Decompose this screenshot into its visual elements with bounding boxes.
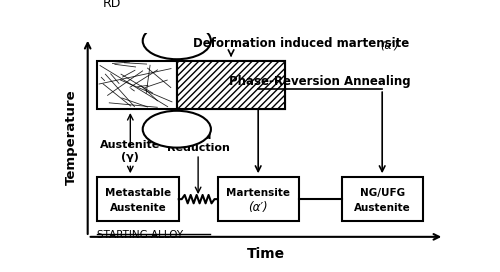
Text: Temperature: Temperature	[64, 89, 78, 185]
Text: Deformation induced martensite: Deformation induced martensite	[192, 38, 409, 50]
Bar	[98, 177, 179, 221]
Text: Metastable: Metastable	[105, 188, 171, 197]
Text: STARTING ALLOY: STARTING ALLOY	[98, 230, 184, 240]
Circle shape	[142, 22, 211, 59]
Text: Austenite: Austenite	[110, 203, 166, 213]
Bar	[177, 61, 286, 109]
Text: (α′): (α′)	[248, 202, 268, 214]
Text: Time: Time	[247, 247, 285, 261]
Text: Reduction: Reduction	[166, 143, 230, 153]
Text: Austenite: Austenite	[100, 140, 160, 150]
Text: RD: RD	[103, 0, 122, 10]
Text: Phase-Reversion Annealing: Phase-Reversion Annealing	[230, 75, 411, 88]
Text: (γ): (γ)	[122, 153, 139, 162]
Bar	[177, 61, 286, 109]
Bar	[218, 177, 299, 221]
Text: Martensite: Martensite	[226, 188, 290, 197]
Text: (α′): (α′)	[380, 41, 399, 51]
Bar	[98, 61, 286, 109]
Text: Austenite: Austenite	[354, 203, 410, 213]
Text: Cold: Cold	[184, 131, 212, 141]
Text: NG/UFG: NG/UFG	[360, 188, 405, 197]
Bar	[342, 177, 423, 221]
Circle shape	[142, 111, 211, 148]
